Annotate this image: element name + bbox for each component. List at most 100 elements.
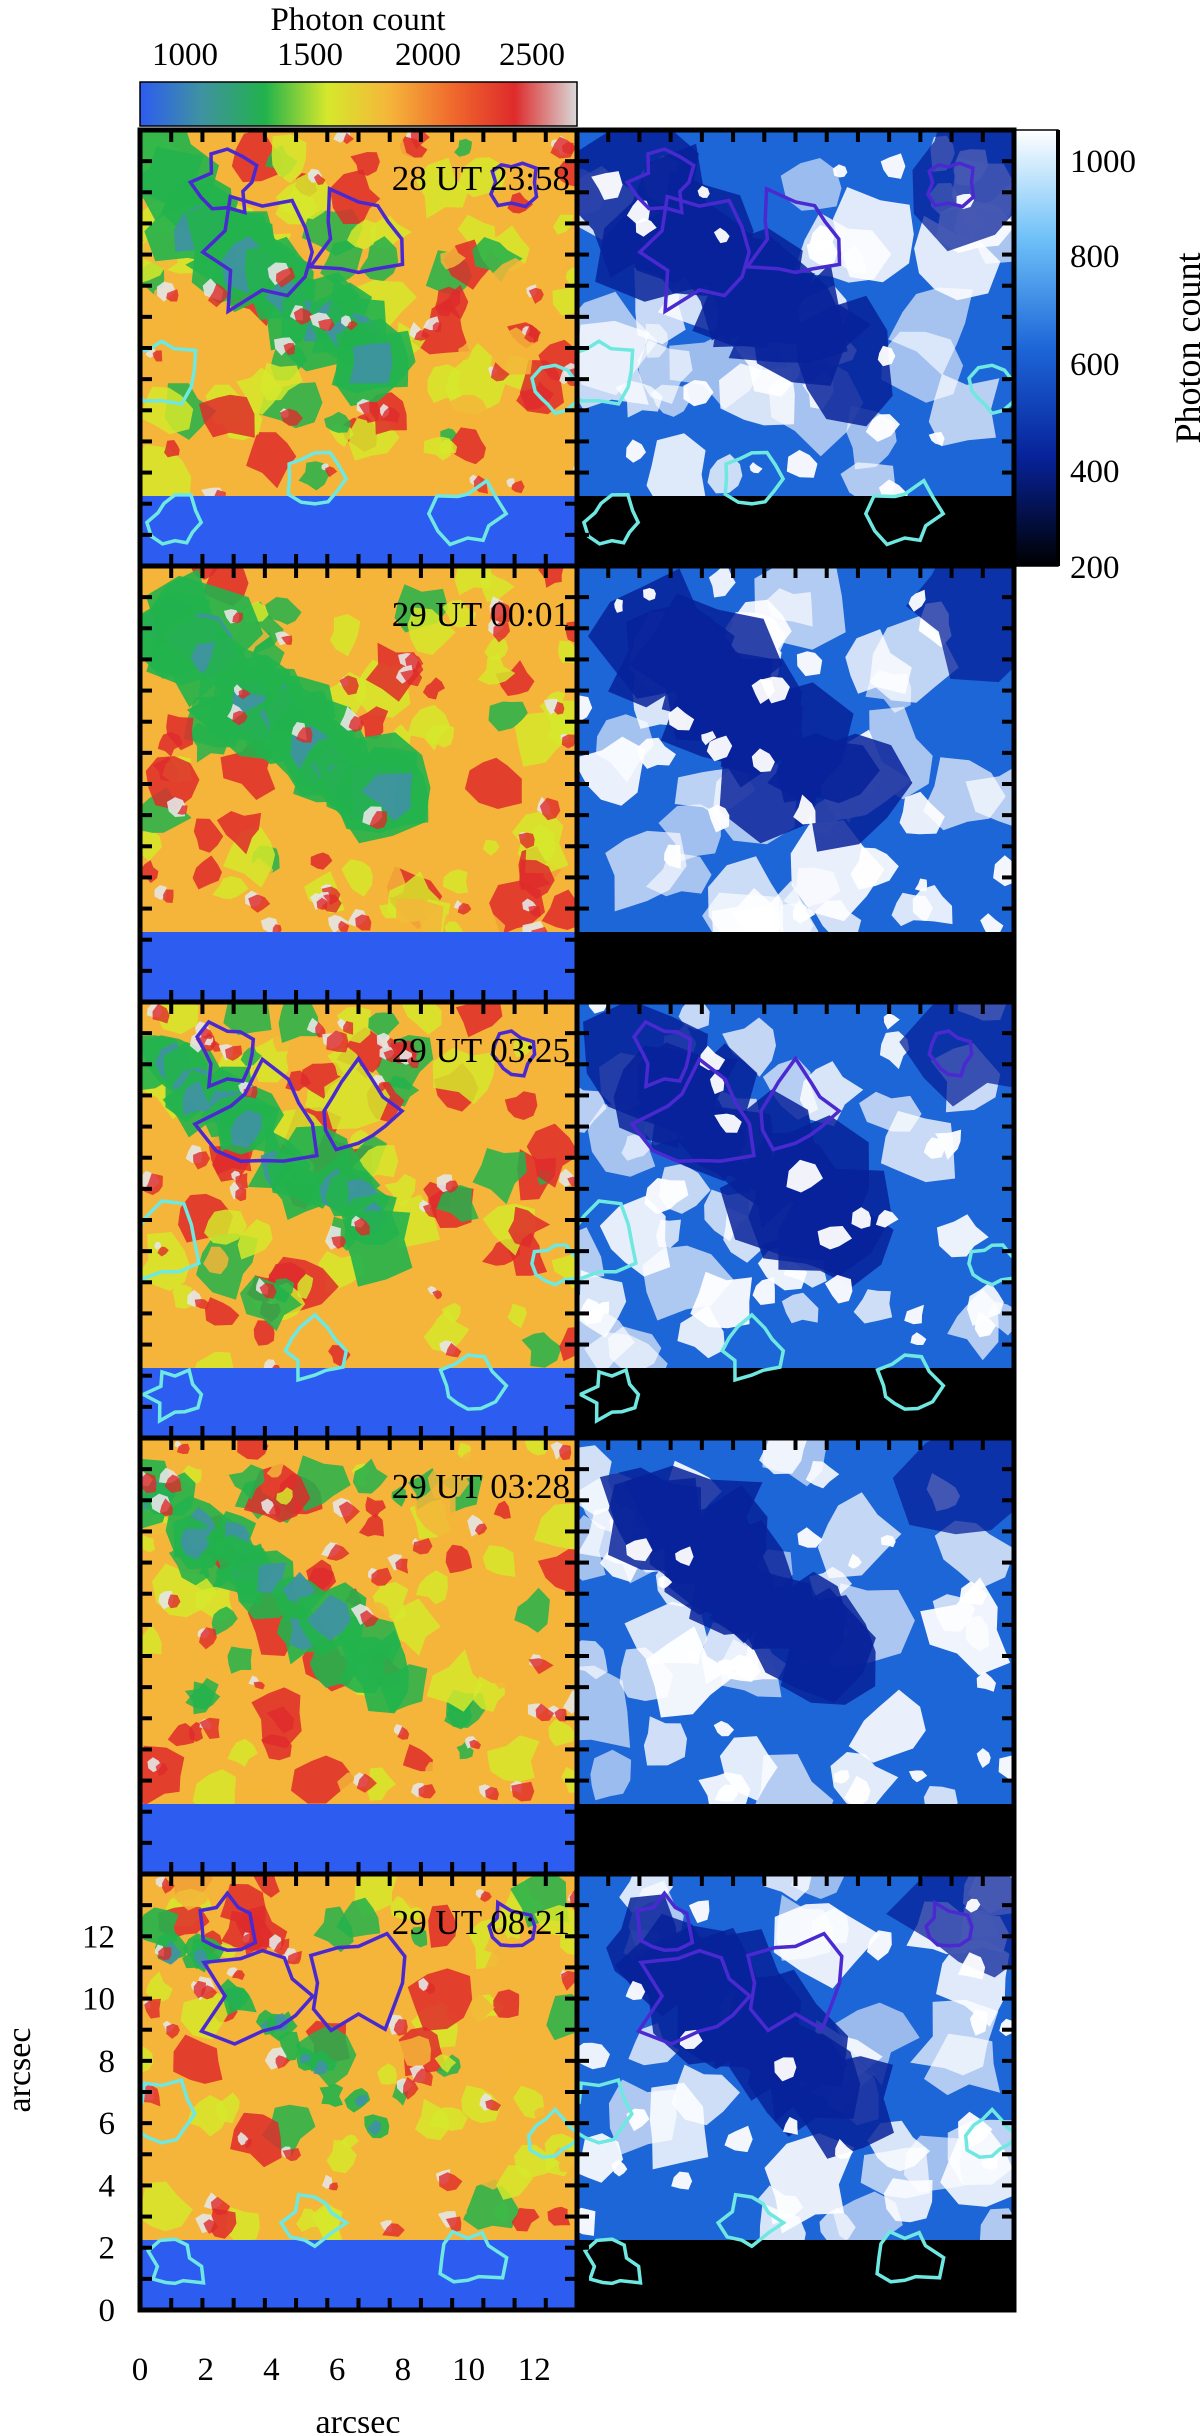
contour-line	[438, 2229, 509, 2284]
contour-overlay	[577, 1890, 1014, 2286]
x-axis-tick-labels: 0 2 4 6 8 10 12	[132, 2352, 551, 2388]
contour-line	[927, 1029, 974, 1078]
contour-line	[278, 2192, 350, 2249]
contour-line	[198, 1890, 258, 1952]
right-colorbar-tick-labels: 1000 800 600 400 200	[1070, 144, 1136, 586]
contour-line	[744, 186, 842, 275]
contour-line	[200, 194, 315, 315]
contour-line	[875, 2229, 946, 2284]
top-colorbar-tick-label: 1000	[152, 37, 218, 73]
left-intensity-panel	[140, 566, 577, 1002]
contour-line	[863, 478, 946, 547]
contour-line	[745, 1931, 844, 2033]
contour-line	[875, 1353, 946, 1411]
panel-timestamp: 29 UT 03:28	[392, 1467, 570, 1506]
top-colorbar-gradient	[139, 81, 578, 127]
y-axis-label: arcsec	[1, 2028, 38, 2113]
contour-line	[632, 1019, 693, 1090]
right-colorbar-tick-label: 400	[1070, 454, 1120, 490]
panel-row: 29 UT 03:28	[137, 1435, 1017, 1877]
contour-line	[187, 147, 259, 215]
contour-line	[192, 1056, 319, 1163]
contour-line	[490, 1029, 537, 1078]
right-colorbar-tick-label: 1000	[1070, 144, 1136, 180]
contour-line	[526, 2106, 577, 2159]
top-colorbar: Photon count 1000 1500 2000 2500	[139, 2, 578, 127]
right-colorbar-gradient	[1011, 129, 1059, 567]
y-axis: 0 2 4 6 8 10 12 arcsec	[1, 1919, 115, 2329]
y-tick-label: 0	[99, 2293, 116, 2329]
y-tick-label: 12	[82, 1919, 115, 1955]
contour-overlay	[140, 1019, 577, 1424]
right-intensity-panel	[577, 130, 1014, 566]
contour-line	[582, 2237, 643, 2286]
contour-line	[577, 1367, 641, 1424]
contour-line	[723, 450, 786, 506]
right-intensity-panel	[577, 1438, 1014, 1874]
panel-row: 28 UT 23:58	[137, 127, 1017, 569]
panels: 28 UT 23:58 29 UT 00:01 29 UT 03:25 29 UT 0…	[137, 127, 1017, 2313]
x-tick-label: 12	[518, 2352, 551, 2388]
contour-line	[924, 1899, 974, 1948]
top-colorbar-tick-labels: 1000 1500 2000 2500	[152, 37, 565, 73]
contour-line	[307, 186, 405, 275]
top-colorbar-tick-label: 2000	[395, 37, 461, 73]
contour-line	[581, 493, 641, 546]
contour-line	[438, 1353, 509, 1411]
panel-timestamp: 28 UT 23:58	[392, 159, 570, 198]
right-colorbar: 1000 800 600 400 200 Photon count	[1011, 129, 1200, 586]
panel-row: 29 UT 08:21	[137, 1871, 1017, 2313]
contour-overlay	[577, 1019, 1014, 1424]
right-colorbar-tick-label: 200	[1070, 550, 1120, 586]
left-intensity-panel	[140, 1002, 577, 1438]
contour-line	[286, 450, 349, 506]
y-tick-label: 4	[99, 2168, 116, 2204]
contour-overlay	[140, 1890, 577, 2286]
contour-line	[487, 1899, 537, 1948]
top-colorbar-title: Photon count	[270, 2, 445, 38]
contour-line	[140, 1199, 201, 1282]
contour-line	[308, 1931, 407, 2033]
contour-line	[488, 161, 539, 209]
y-tick-label: 8	[99, 2044, 116, 2080]
contour-line	[963, 2106, 1014, 2159]
panel-timestamp: 29 UT 00:01	[392, 595, 570, 634]
right-colorbar-title: Photon count	[1168, 252, 1200, 443]
contour-line	[140, 1367, 204, 1424]
top-colorbar-tick-label: 2500	[499, 37, 565, 73]
x-tick-label: 6	[329, 2352, 346, 2388]
x-axis: 0 2 4 6 8 10 12 arcsec	[132, 2352, 551, 2433]
x-tick-label: 0	[132, 2352, 149, 2388]
right-intensity-panel	[577, 1002, 1014, 1438]
left-intensity-panel	[140, 1438, 577, 1874]
right-colorbar-tick-label: 600	[1070, 347, 1120, 383]
contour-line	[140, 339, 198, 406]
contour-line	[635, 1890, 695, 1952]
x-tick-label: 10	[452, 2352, 485, 2388]
contour-line	[322, 1055, 405, 1152]
x-tick-label: 8	[395, 2352, 412, 2388]
panel-timestamp: 29 UT 03:25	[392, 1031, 570, 1070]
right-colorbar-tick-label: 800	[1070, 239, 1120, 275]
panel-row: 29 UT 00:01	[137, 563, 1017, 1005]
y-tick-label: 6	[99, 2106, 116, 2142]
contour-overlay	[577, 147, 1014, 547]
contour-line	[145, 2237, 206, 2286]
x-tick-label: 4	[263, 2352, 280, 2388]
panel-row: 29 UT 03:25	[137, 999, 1017, 1441]
contour-line	[195, 1019, 256, 1090]
contour-line	[925, 161, 976, 209]
contour-line	[577, 1199, 638, 1282]
contour-line	[426, 478, 509, 547]
contour-line	[283, 1312, 349, 1383]
contour-line	[635, 1948, 753, 2046]
right-intensity-panel	[577, 1874, 1014, 2310]
contour-line	[198, 1948, 316, 2046]
y-axis-tick-labels: 0 2 4 6 8 10 12	[82, 1919, 115, 2329]
contour-line	[629, 1056, 756, 1163]
top-colorbar-tick-label: 1500	[277, 37, 343, 73]
contour-line	[720, 1312, 786, 1383]
contour-line	[530, 1243, 577, 1287]
contour-line	[637, 194, 752, 315]
